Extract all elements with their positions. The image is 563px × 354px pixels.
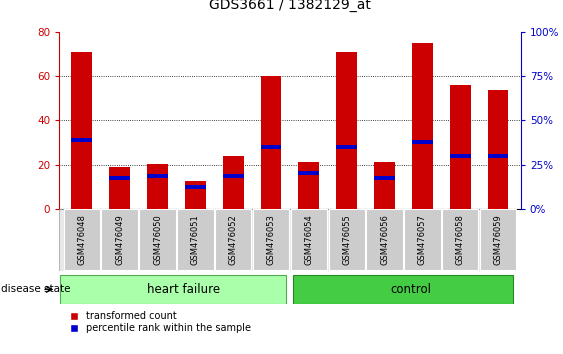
Bar	[298, 171, 319, 176]
FancyBboxPatch shape	[139, 210, 176, 270]
Text: GSM476058: GSM476058	[455, 215, 464, 265]
Text: GSM476048: GSM476048	[77, 215, 86, 265]
Bar	[488, 154, 508, 158]
Text: GSM476052: GSM476052	[229, 215, 238, 265]
Text: GSM476056: GSM476056	[380, 215, 389, 265]
Text: GSM476057: GSM476057	[418, 215, 427, 265]
FancyBboxPatch shape	[215, 210, 251, 270]
FancyBboxPatch shape	[101, 210, 138, 270]
Text: heart failure: heart failure	[148, 283, 221, 296]
Bar	[298, 162, 319, 209]
FancyBboxPatch shape	[404, 210, 441, 270]
Text: GSM476055: GSM476055	[342, 215, 351, 265]
Bar	[412, 43, 433, 209]
Bar	[185, 185, 205, 189]
Bar	[223, 156, 244, 209]
Bar	[223, 174, 244, 178]
Text: GSM476051: GSM476051	[191, 215, 200, 265]
Text: GSM476054: GSM476054	[305, 215, 314, 265]
Bar	[374, 162, 395, 209]
Text: GSM476050: GSM476050	[153, 215, 162, 265]
Bar	[72, 138, 92, 142]
Bar	[374, 176, 395, 180]
Bar	[336, 145, 357, 149]
Bar	[488, 91, 508, 209]
Bar	[147, 164, 168, 209]
FancyBboxPatch shape	[59, 209, 513, 271]
Bar	[261, 145, 282, 149]
Bar	[109, 167, 130, 209]
Bar	[72, 52, 92, 209]
Text: GSM476059: GSM476059	[494, 215, 503, 265]
FancyBboxPatch shape	[60, 275, 286, 304]
FancyBboxPatch shape	[293, 275, 513, 304]
Bar	[412, 141, 433, 144]
Bar	[336, 52, 357, 209]
Bar	[450, 154, 471, 158]
Bar	[261, 76, 282, 209]
Text: GSM476053: GSM476053	[266, 215, 275, 265]
Bar	[450, 85, 471, 209]
Text: GDS3661 / 1382129_at: GDS3661 / 1382129_at	[209, 0, 371, 12]
Bar	[185, 181, 205, 209]
FancyBboxPatch shape	[64, 210, 100, 270]
Text: control: control	[391, 283, 431, 296]
FancyBboxPatch shape	[253, 210, 289, 270]
Text: GSM476049: GSM476049	[115, 215, 124, 265]
FancyBboxPatch shape	[329, 210, 365, 270]
Text: disease state: disease state	[1, 284, 70, 295]
FancyBboxPatch shape	[442, 210, 479, 270]
Legend: transformed count, percentile rank within the sample: transformed count, percentile rank withi…	[64, 311, 251, 333]
FancyBboxPatch shape	[480, 210, 516, 270]
FancyBboxPatch shape	[177, 210, 213, 270]
Bar	[109, 176, 130, 180]
Bar	[147, 174, 168, 178]
FancyBboxPatch shape	[291, 210, 327, 270]
FancyBboxPatch shape	[367, 210, 403, 270]
